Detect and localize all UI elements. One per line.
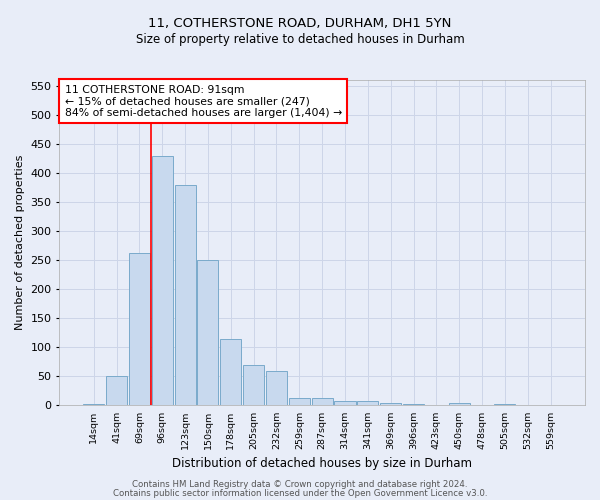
Bar xyxy=(358,402,379,406)
Text: Size of property relative to detached houses in Durham: Size of property relative to detached ho… xyxy=(136,32,464,46)
Text: Contains HM Land Registry data © Crown copyright and database right 2024.: Contains HM Land Registry data © Crown c… xyxy=(132,480,468,489)
Text: 11 COTHERSTONE ROAD: 91sqm
← 15% of detached houses are smaller (247)
84% of sem: 11 COTHERSTONE ROAD: 91sqm ← 15% of deta… xyxy=(65,85,342,118)
Bar xyxy=(334,401,356,406)
Bar xyxy=(289,398,310,406)
Bar xyxy=(197,260,218,406)
Bar xyxy=(175,184,196,406)
Bar xyxy=(243,365,264,406)
Bar xyxy=(380,402,401,406)
Bar xyxy=(220,338,241,406)
Bar xyxy=(106,376,127,406)
Bar xyxy=(152,156,173,406)
Bar xyxy=(266,370,287,406)
Text: Contains public sector information licensed under the Open Government Licence v3: Contains public sector information licen… xyxy=(113,488,487,498)
X-axis label: Distribution of detached houses by size in Durham: Distribution of detached houses by size … xyxy=(172,457,472,470)
Text: 11, COTHERSTONE ROAD, DURHAM, DH1 5YN: 11, COTHERSTONE ROAD, DURHAM, DH1 5YN xyxy=(148,18,452,30)
Bar xyxy=(311,398,332,406)
Bar xyxy=(129,252,150,406)
Bar xyxy=(83,404,104,406)
Bar xyxy=(449,402,470,406)
Bar xyxy=(403,404,424,406)
Bar xyxy=(494,404,515,406)
Bar xyxy=(426,405,447,406)
Y-axis label: Number of detached properties: Number of detached properties xyxy=(15,155,25,330)
